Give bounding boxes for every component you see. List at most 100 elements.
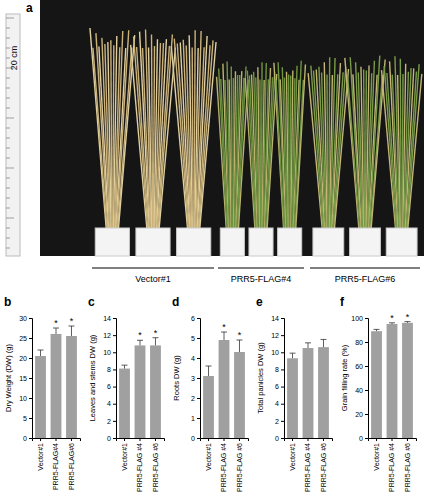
error-bar [305, 343, 311, 348]
x-tick-label: PRR5-FLAG #6 [236, 443, 243, 492]
x-axis-line [285, 439, 333, 442]
y-tick-label: 15 [19, 375, 27, 382]
ruler-tick [6, 18, 14, 19]
bar [387, 324, 398, 438]
x-axis: Vector#1PRR5-FLAG #4PRR5-FLAG #6 [117, 438, 165, 492]
bar [35, 356, 46, 438]
x-tick-mark [376, 438, 377, 441]
y-tick-label: 30 [19, 315, 27, 322]
ruler-tick [6, 28, 10, 29]
x-tick: Vector#1 [37, 438, 44, 471]
y-axis-title: Roots DW (g) [172, 355, 181, 401]
y-tick-label: 0 [23, 435, 27, 442]
y-tick-mark [281, 369, 284, 370]
leaf [334, 67, 346, 230]
leaf [231, 67, 233, 230]
leaf [395, 56, 400, 230]
y-tick-mark [29, 318, 32, 319]
y-tick-label: 80 [355, 339, 363, 346]
y-tick: 14 [103, 315, 116, 322]
ruler-tick [6, 208, 10, 209]
ruler-tick [6, 118, 14, 119]
y-tick-mark [113, 404, 116, 405]
x-tick: PRR5-FLAG #6 [152, 438, 159, 492]
y-tick: 6 [275, 383, 284, 390]
y-tick-mark [29, 338, 32, 339]
leaf [287, 72, 289, 230]
y-axis-title: Leaves and stems DW (g) [88, 334, 97, 421]
panel-label: e [256, 295, 263, 309]
ruler-tick [6, 228, 10, 229]
y-tick: 1 [191, 415, 200, 422]
y-tick-label: 5 [23, 415, 27, 422]
y-tick: 0 [275, 435, 284, 442]
x-axis-line [201, 439, 249, 442]
error-bar [221, 332, 227, 340]
y-tick-mark [29, 378, 32, 379]
panel-label: d [172, 295, 179, 309]
leaf [407, 64, 419, 230]
y-tick-mark [281, 421, 284, 422]
y-tick: 30 [19, 315, 32, 322]
significance: * [222, 322, 226, 332]
y-tick-mark [365, 390, 368, 391]
group-line [218, 268, 304, 269]
y-tick-mark [113, 421, 116, 422]
leaf [408, 74, 422, 230]
y-tick-label: 0 [275, 435, 279, 442]
y-tick-label: 0 [107, 435, 111, 442]
y-tick-mark [365, 318, 368, 319]
y-tick: 15 [19, 375, 32, 382]
y-tick: 12 [271, 332, 284, 339]
y-tick: 0 [107, 435, 116, 442]
x-tick-mark [407, 438, 408, 441]
leaf [334, 69, 348, 230]
ruler-tick [6, 88, 10, 89]
leaf [118, 47, 132, 230]
x-tick-label: Vector#1 [373, 443, 380, 471]
x-tick-label: PRR5-FLAG #4 [388, 443, 395, 492]
x-tick-label: Vector#1 [205, 443, 212, 471]
marks [119, 338, 161, 438]
ruler-tick [6, 168, 14, 169]
scale-label: 20 cm [9, 46, 19, 71]
error-bar-stem [239, 340, 240, 352]
x-tick-mark [155, 438, 156, 441]
panel-label: a [26, 1, 33, 15]
y-tick-label: 4 [107, 400, 111, 407]
x-tick: Vector#1 [205, 438, 212, 471]
y-tick: 0 [191, 435, 200, 442]
leaf [370, 75, 382, 230]
leaf [152, 35, 153, 230]
y-tick-mark [29, 438, 32, 439]
leaf [199, 40, 213, 230]
error-bar-stem [56, 328, 57, 334]
y-tick-mark [113, 335, 116, 336]
ruler-tick [6, 148, 10, 149]
x-tick-label: PRR5-FLAG #6 [404, 443, 411, 492]
marks [203, 332, 245, 438]
error-bar-stem [40, 350, 41, 356]
y-tick-label: 6 [191, 315, 195, 322]
y-tick-mark [113, 318, 116, 319]
group-label: Vector#1 [135, 274, 171, 284]
x-tick-label: PRR5-FLAG#6 [68, 443, 75, 490]
leaf [295, 80, 303, 230]
y-tick: 40 [355, 387, 368, 394]
y-tick-mark [281, 387, 284, 388]
leaf [189, 35, 192, 230]
x-tick-label: Vector#1 [289, 443, 296, 471]
figure: 20 cmaVector#1PRR5-FLAG#4PRR5-FLAG#6b051… [0, 0, 424, 500]
y-tick-mark [113, 352, 116, 353]
pot [220, 228, 244, 256]
bar [287, 358, 298, 438]
x-tick-mark [308, 438, 309, 441]
y-tick-mark [197, 398, 200, 399]
x-tick-mark [323, 438, 324, 441]
chart-panel: e02468101214Total panicles DW (g)Vector#… [256, 295, 333, 492]
x-tick-label: PRR5-FLAG#4 [52, 443, 59, 490]
y-tick: 80 [355, 339, 368, 346]
y-tick-label: 4 [191, 355, 195, 362]
ruler-tick [6, 218, 14, 219]
x-tick: PRR5-FLAG #6 [404, 438, 411, 492]
